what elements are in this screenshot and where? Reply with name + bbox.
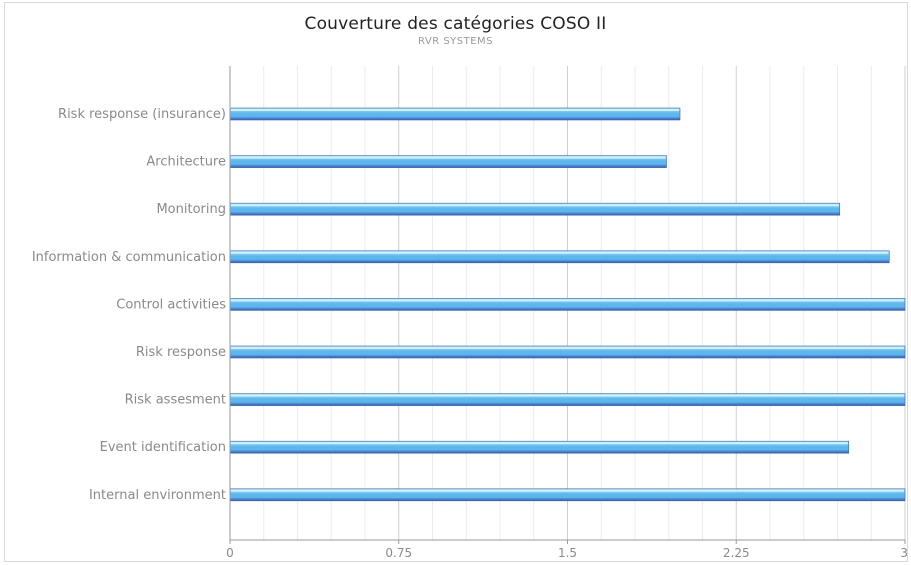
chart-subtitle: RVR SYSTEMS bbox=[417, 36, 494, 47]
bar-highlight bbox=[231, 394, 904, 397]
bar-highlight bbox=[231, 251, 889, 254]
x-tick-label: 2.25 bbox=[723, 546, 750, 560]
bar-highlight bbox=[231, 489, 904, 492]
bar-highlight bbox=[231, 204, 839, 207]
category-label: Risk assesment bbox=[125, 393, 226, 408]
category-label: Information & communication bbox=[32, 250, 226, 265]
x-tick-label: 3 bbox=[900, 546, 908, 560]
x-tick-label: 0.75 bbox=[385, 546, 412, 560]
bar-highlight bbox=[231, 299, 904, 302]
bar-highlight bbox=[231, 347, 904, 349]
category-label: Internal environment bbox=[89, 488, 226, 503]
bar-highlight bbox=[231, 109, 679, 111]
chart-frame bbox=[4, 2, 908, 562]
x-tick-label: 0 bbox=[226, 546, 234, 560]
category-label: Risk response bbox=[136, 345, 226, 360]
axes bbox=[229, 66, 906, 544]
category-label: Event identification bbox=[100, 440, 226, 455]
bars bbox=[229, 107, 906, 502]
chart-title: Couverture des catégories COSO II bbox=[304, 14, 607, 34]
category-label: Control activities bbox=[116, 297, 226, 312]
x-tick-label: 1.5 bbox=[558, 546, 577, 560]
category-label: Architecture bbox=[146, 155, 226, 170]
category-label: Risk response (insurance) bbox=[58, 107, 226, 122]
category-label: Monitoring bbox=[156, 202, 226, 217]
x-tick-labels: 0 0.75 1.5 2.25 3 bbox=[226, 546, 908, 560]
bar-highlight bbox=[231, 442, 848, 445]
bar-highlight bbox=[231, 156, 666, 159]
category-labels: Risk response (insurance) Architecture Mon… bbox=[32, 107, 226, 503]
